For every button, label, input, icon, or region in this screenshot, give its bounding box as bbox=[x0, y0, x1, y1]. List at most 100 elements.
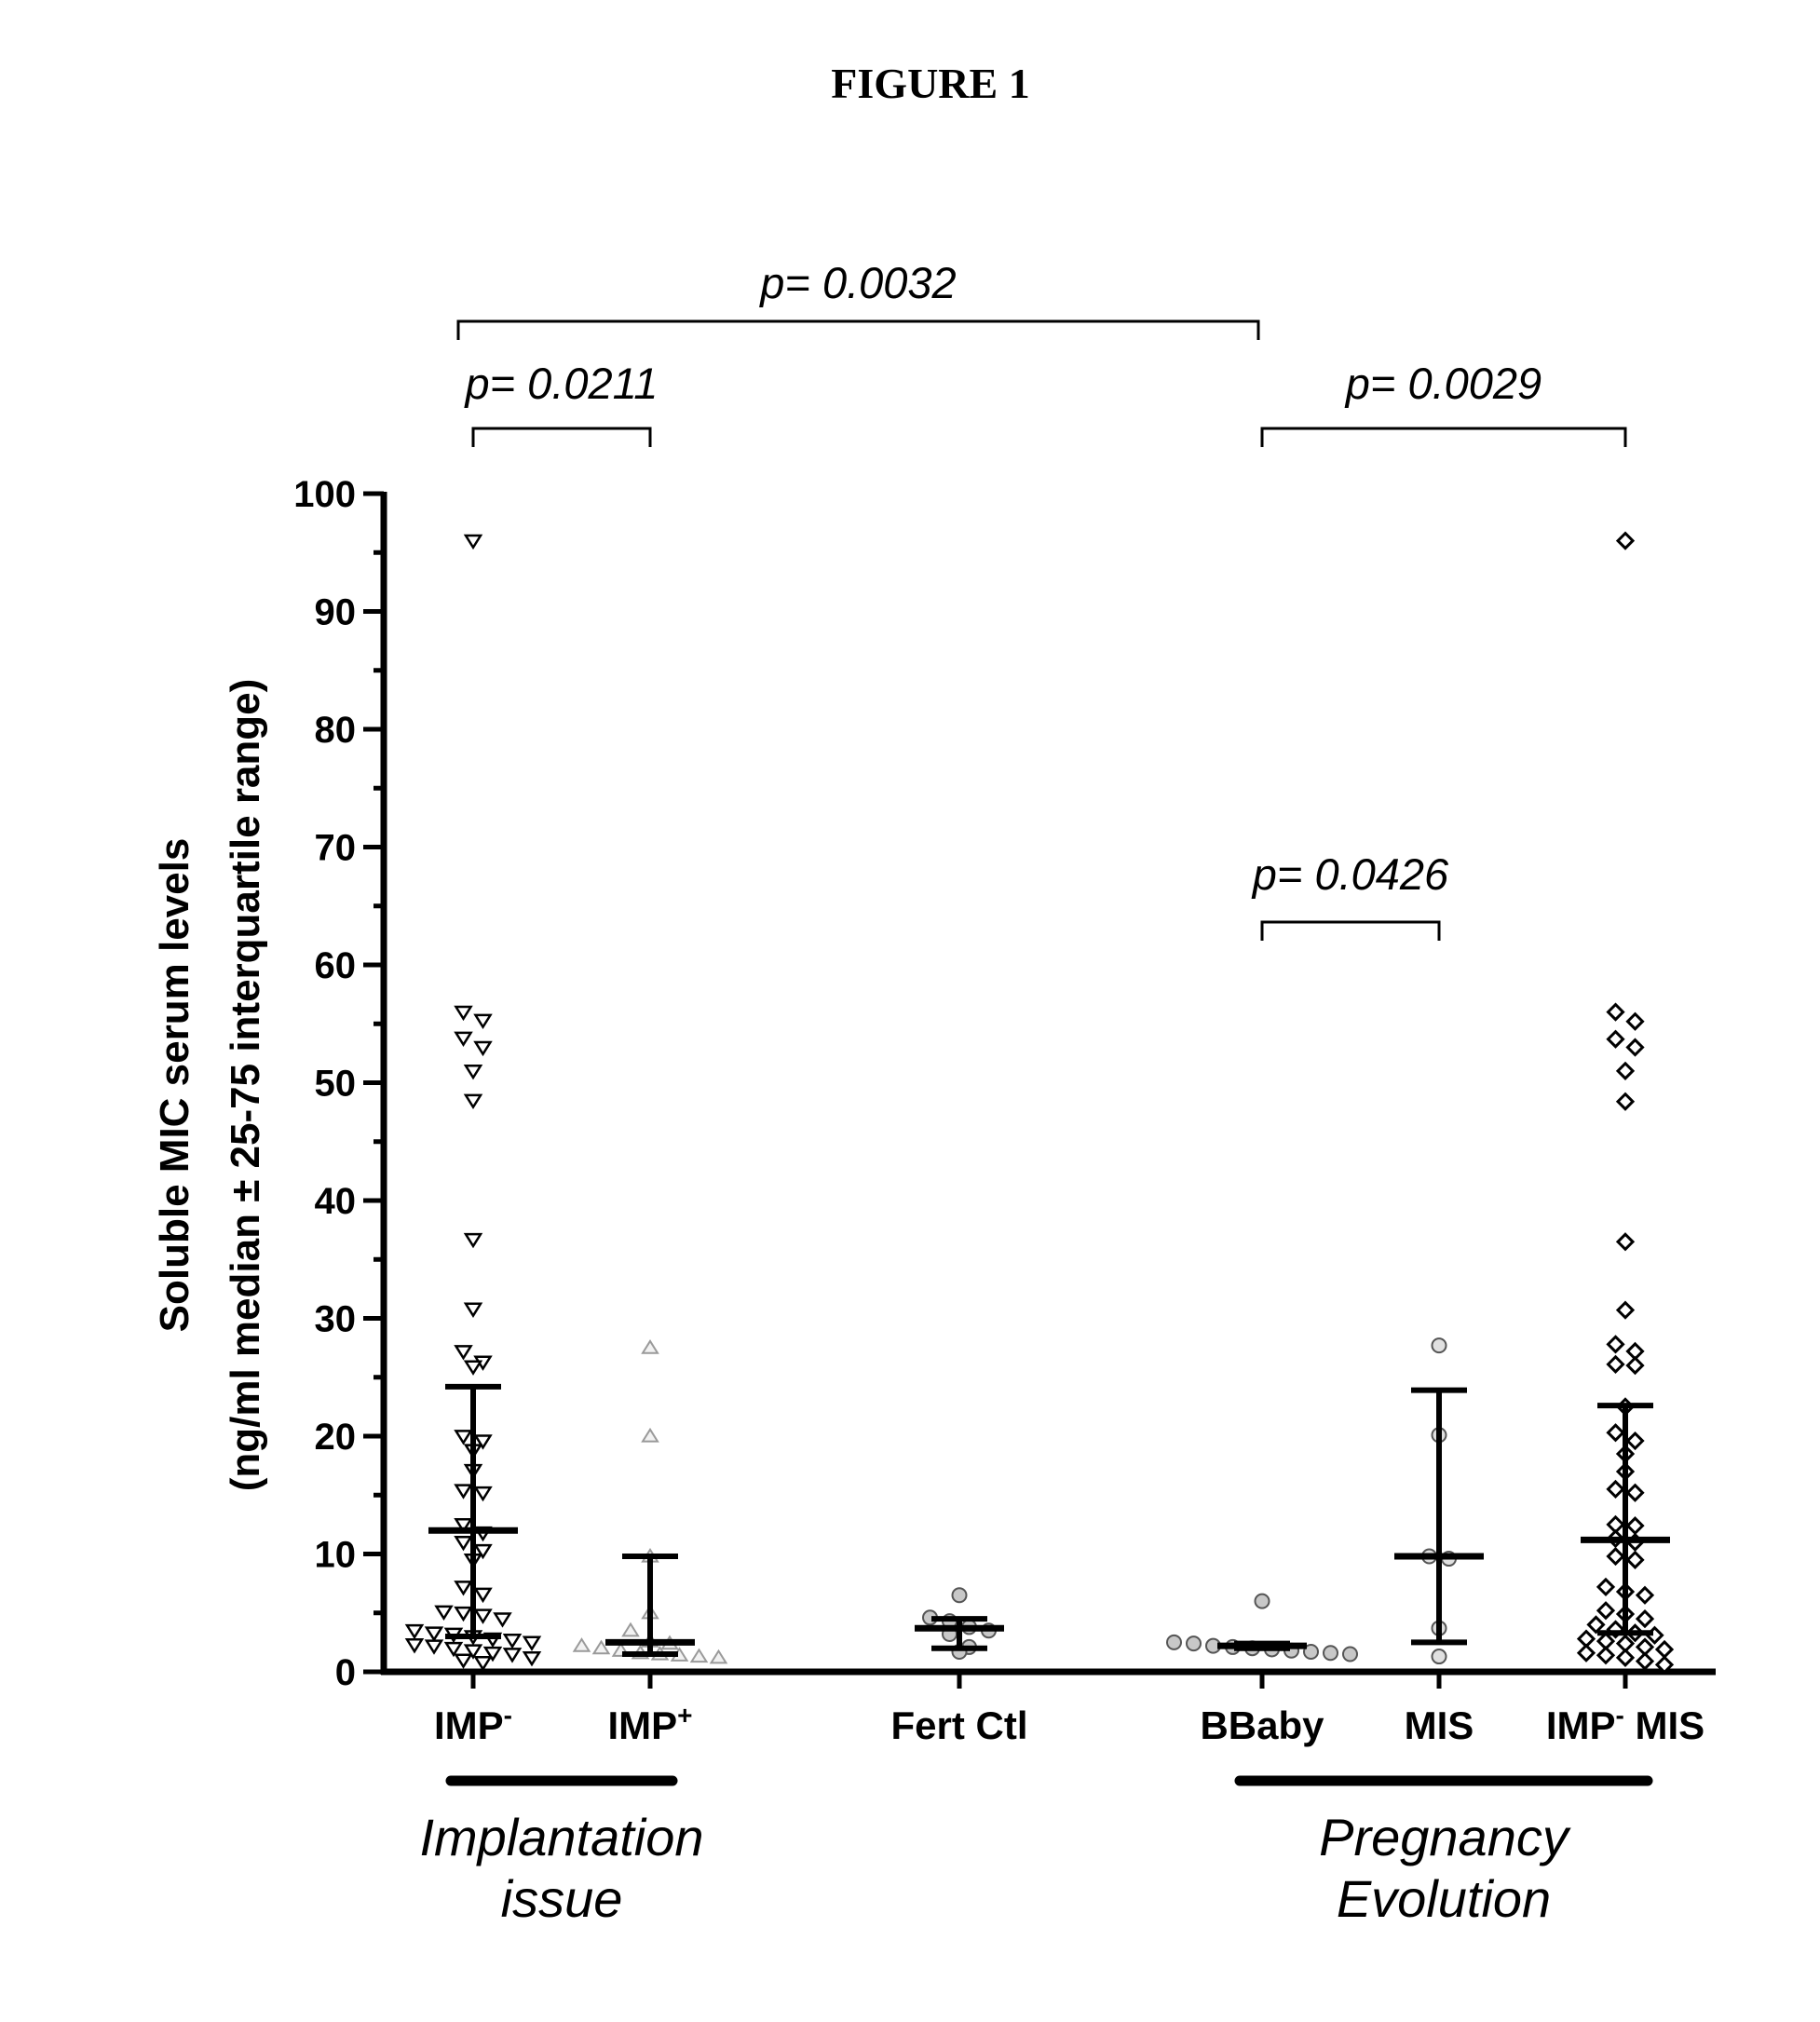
data-point bbox=[427, 1641, 441, 1653]
data-point bbox=[1618, 1234, 1633, 1249]
data-point bbox=[1609, 1425, 1623, 1440]
group-label: issue bbox=[501, 1869, 623, 1928]
x-tick-label: IMP+ bbox=[607, 1701, 692, 1747]
data-point bbox=[1609, 1549, 1623, 1564]
data-point bbox=[575, 1639, 590, 1651]
group-label: Evolution bbox=[1337, 1869, 1551, 1928]
data-point bbox=[1433, 1338, 1446, 1352]
data-point bbox=[1609, 1005, 1623, 1020]
x-tick-label: IMP- MIS bbox=[1546, 1701, 1705, 1747]
data-point bbox=[466, 536, 481, 548]
data-point bbox=[623, 1624, 638, 1636]
median-iqr-bars bbox=[428, 1387, 1670, 1654]
data-point bbox=[1628, 1014, 1643, 1029]
data-point bbox=[466, 1362, 481, 1374]
data-point bbox=[953, 1588, 967, 1602]
data-point bbox=[466, 1065, 481, 1078]
data-point bbox=[1598, 1603, 1613, 1618]
data-point bbox=[427, 1628, 441, 1640]
x-tick-label: BBaby bbox=[1200, 1703, 1324, 1747]
y-tick-label: 0 bbox=[335, 1652, 356, 1693]
data-point bbox=[476, 1015, 491, 1027]
data-point bbox=[476, 1657, 491, 1669]
data-point bbox=[1628, 1553, 1643, 1567]
data-point bbox=[1618, 1650, 1633, 1665]
data-point bbox=[446, 1643, 461, 1655]
data-point bbox=[505, 1635, 520, 1647]
data-point bbox=[1167, 1635, 1181, 1649]
data-point bbox=[456, 1346, 471, 1358]
y-tick-label: 30 bbox=[315, 1299, 357, 1340]
data-point bbox=[1187, 1636, 1201, 1650]
figure-title: FIGURE 1 bbox=[831, 60, 1029, 107]
data-point bbox=[1598, 1580, 1613, 1595]
significance-bracket bbox=[473, 428, 650, 447]
p-value-label: p= 0.0211 bbox=[464, 359, 659, 408]
data-point bbox=[1637, 1611, 1652, 1626]
data-point bbox=[524, 1652, 539, 1664]
data-point bbox=[1618, 1064, 1633, 1079]
y-tick-label: 100 bbox=[293, 474, 356, 515]
significance-bracket bbox=[1262, 428, 1625, 447]
significance-brackets: p= 0.0032p= 0.0211p= 0.0029p= 0.0426 bbox=[458, 258, 1625, 941]
data-point bbox=[456, 1431, 471, 1443]
data-point bbox=[1324, 1646, 1338, 1660]
y-axis-label-line2: (ng/ml median ± 25-75 interquartile rang… bbox=[223, 679, 268, 1492]
data-point bbox=[407, 1639, 422, 1651]
data-points bbox=[407, 534, 1672, 1673]
data-point bbox=[1256, 1595, 1270, 1608]
x-axis-categories: IMP- IMP+ Fert Ctl BBaby MIS IMP- MIS bbox=[434, 1672, 1705, 1747]
data-point bbox=[1589, 1617, 1604, 1632]
data-point bbox=[407, 1625, 422, 1637]
data-point bbox=[456, 1033, 471, 1045]
x-tick-label: Fert Ctl bbox=[891, 1703, 1028, 1747]
data-point bbox=[1598, 1648, 1613, 1662]
data-point bbox=[476, 1042, 491, 1054]
data-point bbox=[1657, 1642, 1672, 1657]
p-value-label: p= 0.0426 bbox=[1251, 849, 1449, 899]
data-point bbox=[437, 1607, 452, 1619]
category-groups: Implantationissue PregnancyEvolution bbox=[419, 1781, 1648, 1928]
data-point bbox=[476, 1487, 491, 1500]
data-point bbox=[1628, 1518, 1643, 1533]
y-tick-label: 70 bbox=[315, 828, 357, 869]
significance-bracket bbox=[1262, 922, 1439, 941]
data-point bbox=[466, 1095, 481, 1107]
data-point bbox=[1628, 1433, 1643, 1448]
data-point bbox=[456, 1581, 471, 1594]
data-point bbox=[1609, 1357, 1623, 1372]
data-point bbox=[456, 1537, 471, 1549]
data-point bbox=[1618, 534, 1633, 549]
data-point bbox=[1628, 1486, 1643, 1500]
data-point bbox=[476, 1589, 491, 1601]
y-tick-label: 10 bbox=[315, 1535, 357, 1576]
data-point bbox=[712, 1651, 727, 1663]
data-point bbox=[1343, 1648, 1357, 1662]
axes: 0102030405060708090100 bbox=[293, 474, 1716, 1693]
x-tick-label: MIS bbox=[1405, 1703, 1474, 1747]
p-value-label: p= 0.0029 bbox=[1344, 359, 1542, 408]
y-tick-label: 20 bbox=[315, 1417, 357, 1458]
data-point bbox=[456, 1007, 471, 1019]
data-point bbox=[1637, 1654, 1652, 1669]
data-point bbox=[456, 1608, 471, 1620]
data-point bbox=[1609, 1337, 1623, 1351]
data-point bbox=[1609, 1482, 1623, 1497]
y-tick-label: 60 bbox=[315, 945, 357, 986]
x-tick-label: IMP- bbox=[434, 1701, 512, 1747]
data-point bbox=[1637, 1588, 1652, 1603]
data-point bbox=[1579, 1646, 1594, 1661]
y-tick-label: 40 bbox=[315, 1181, 357, 1222]
data-point bbox=[466, 1234, 481, 1246]
data-point bbox=[456, 1655, 471, 1667]
data-point bbox=[1628, 1358, 1643, 1373]
data-point bbox=[456, 1486, 471, 1498]
data-point bbox=[505, 1649, 520, 1661]
data-point bbox=[524, 1637, 539, 1649]
data-point bbox=[466, 1304, 481, 1316]
y-tick-label: 90 bbox=[315, 592, 357, 633]
group-label: Pregnancy bbox=[1319, 1808, 1571, 1866]
group-label: Implantation bbox=[419, 1808, 703, 1866]
significance-bracket bbox=[458, 321, 1258, 340]
